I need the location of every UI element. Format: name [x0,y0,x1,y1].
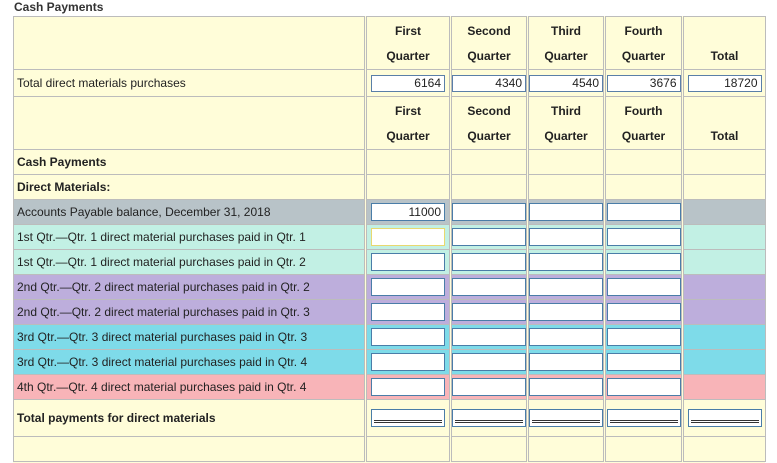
payment-input-q3[interactable] [530,253,603,271]
section-title: Cash Payments [13,149,366,175]
header-q1-2: First Quarter [364,96,451,150]
payment-input-q4[interactable] [607,203,681,221]
total-payments-total[interactable] [687,409,762,427]
header-q2: Second Quarter [449,16,528,70]
section-title-row: Cash Payments [13,149,766,175]
payment-input-q2[interactable] [453,203,526,221]
payment-input-q4[interactable] [607,378,681,396]
header-row: First Quarter Second Quarter Third Quarter … [13,16,766,70]
payment-row: 2nd Qtr.—Qtr. 2 direct material purchase… [13,299,766,325]
payment-input-q4[interactable] [607,253,681,271]
payment-input-q2[interactable] [453,228,526,246]
payment-row-label: 3rd Qtr.—Qtr. 3 direct material purchase… [13,324,366,350]
header-q4-2: Fourth Quarter [603,96,683,150]
payment-input-q4[interactable] [607,353,681,371]
payment-input-q3[interactable] [530,228,603,246]
payment-row: 1st Qtr.—Qtr. 1 direct material purchase… [13,249,766,275]
total-payments-q3[interactable] [530,409,603,427]
payment-input-q1[interactable] [371,278,445,296]
payment-input-q1[interactable] [371,228,445,246]
payment-row-label: Accounts Payable balance, December 31, 2… [13,199,366,225]
header-q3-2: Third Quarter [526,96,605,150]
payment-input-q3[interactable] [530,328,603,346]
total-payments-q4[interactable] [607,409,681,427]
payment-input-q2[interactable] [453,378,526,396]
purchases-q4[interactable]: 3676 [607,74,681,92]
payment-row-label: 1st Qtr.—Qtr. 1 direct material purchase… [13,249,366,275]
payment-row: 3rd Qtr.—Qtr. 3 direct material purchase… [13,324,766,350]
header-total: Total [681,16,766,70]
header-blank-2 [13,96,366,150]
payment-input-q4[interactable] [607,228,681,246]
purchases-q2[interactable]: 4340 [453,74,526,92]
payment-input-q2[interactable] [453,328,526,346]
payment-row-label: 1st Qtr.—Qtr. 1 direct material purchase… [13,224,366,250]
purchases-label: Total direct materials purchases [13,69,366,97]
header-q2-2: Second Quarter [449,96,528,150]
header-row-2: First Quarter Second Quarter Third Quarter … [13,96,766,150]
payment-input-q2[interactable] [453,253,526,271]
payment-row: 4th Qtr.—Qtr. 4 direct material purchase… [13,374,766,400]
payment-row: 3rd Qtr.—Qtr. 3 direct material purchase… [13,349,766,375]
section-subtitle-row: Direct Materials: [13,174,766,200]
payment-row-label: 3rd Qtr.—Qtr. 3 direct material purchase… [13,349,366,375]
section-subtitle: Direct Materials: [13,174,366,200]
payment-input-q3[interactable] [530,378,603,396]
payment-input-q1[interactable] [371,378,445,396]
payment-row: 1st Qtr.—Qtr. 1 direct material purchase… [13,224,766,250]
payment-input-q3[interactable] [530,353,603,371]
payment-input-q1[interactable] [371,353,445,371]
payment-input-q1[interactable] [371,303,445,321]
page-title: Cash Payments [14,0,104,14]
payment-input-q2[interactable] [453,278,526,296]
total-payments-row: Total payments for direct materials [13,399,766,437]
payment-input-q1[interactable] [371,253,445,271]
payment-row: Accounts Payable balance, December 31, 2… [13,199,766,225]
payment-input-q1[interactable]: 11000 [371,203,445,221]
payment-input-q3[interactable] [530,278,603,296]
header-blank [13,16,366,70]
payment-input-q4[interactable] [607,303,681,321]
total-payments-q1[interactable] [371,409,445,427]
payment-input-q3[interactable] [530,203,603,221]
payment-input-q4[interactable] [607,278,681,296]
total-payments-q2[interactable] [453,409,526,427]
purchases-total[interactable]: 18720 [687,74,762,92]
purchases-q3[interactable]: 4540 [530,74,603,92]
payment-row-label: 2nd Qtr.—Qtr. 2 direct material purchase… [13,299,366,325]
purchases-row: Total direct materials purchases 6164 43… [13,69,766,97]
header-q4: Fourth Quarter [603,16,683,70]
trailing-row [13,436,766,462]
payment-input-q2[interactable] [453,303,526,321]
payment-row-label: 2nd Qtr.—Qtr. 2 direct material purchase… [13,274,366,300]
payment-input-q1[interactable] [371,328,445,346]
payment-input-q4[interactable] [607,328,681,346]
cash-payments-table: First Quarter Second Quarter Third Quarter … [13,16,766,462]
payment-input-q3[interactable] [530,303,603,321]
header-q3: Third Quarter [526,16,605,70]
header-q1: First Quarter [364,16,451,70]
cash-payments-sheet: First Quarter Second Quarter Third Quarter … [13,16,766,463]
payment-row: 2nd Qtr.—Qtr. 2 direct material purchase… [13,274,766,300]
header-total-2: Total [681,96,766,150]
total-payments-label: Total payments for direct materials [13,399,366,437]
payment-row-label: 4th Qtr.—Qtr. 4 direct material purchase… [13,374,366,400]
payment-input-q2[interactable] [453,353,526,371]
purchases-q1[interactable]: 6164 [371,74,445,92]
